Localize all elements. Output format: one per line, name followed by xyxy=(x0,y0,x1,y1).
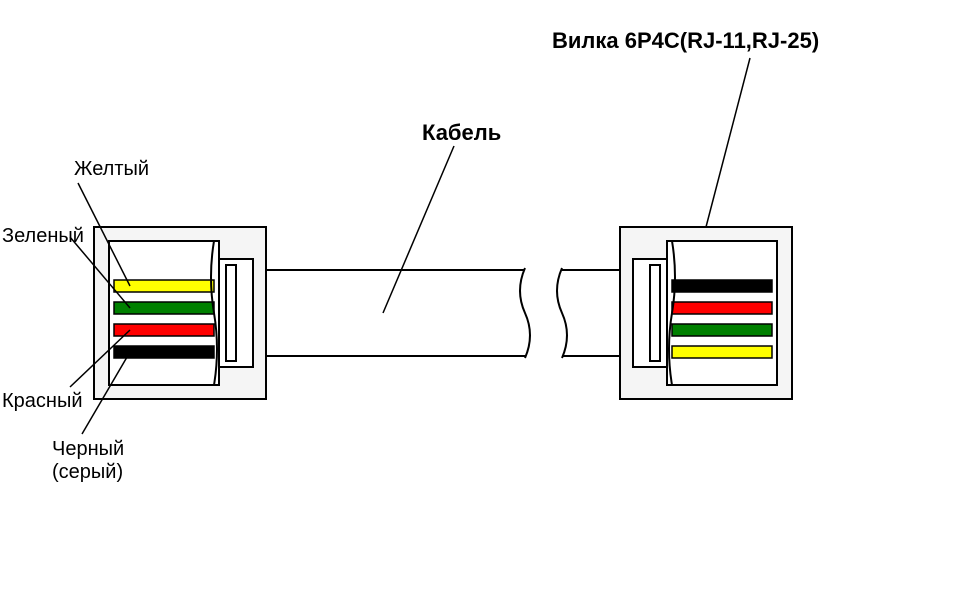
wire-red-right xyxy=(672,302,772,314)
left-plug xyxy=(94,227,266,399)
wiring-diagram xyxy=(0,0,972,600)
black-label: Черный (серый) xyxy=(52,438,124,484)
wire-black-left xyxy=(114,346,214,358)
cable xyxy=(266,268,620,358)
yellow-label: Желтый xyxy=(74,158,149,181)
red-label: Красный xyxy=(2,390,83,413)
wire-green-right xyxy=(672,324,772,336)
callout-line-plug xyxy=(706,58,750,227)
wire-green-left xyxy=(114,302,214,314)
callout-line-cable xyxy=(383,146,454,313)
green-label: Зеленый xyxy=(2,225,84,248)
right-plug xyxy=(620,227,792,399)
wire-yellow-right xyxy=(672,346,772,358)
cable-label: Кабель xyxy=(422,120,501,146)
wire-black-right xyxy=(672,280,772,292)
wire-yellow-left xyxy=(114,280,214,292)
plug-title: Вилка 6P4C(RJ-11,RJ-25) xyxy=(552,28,819,54)
